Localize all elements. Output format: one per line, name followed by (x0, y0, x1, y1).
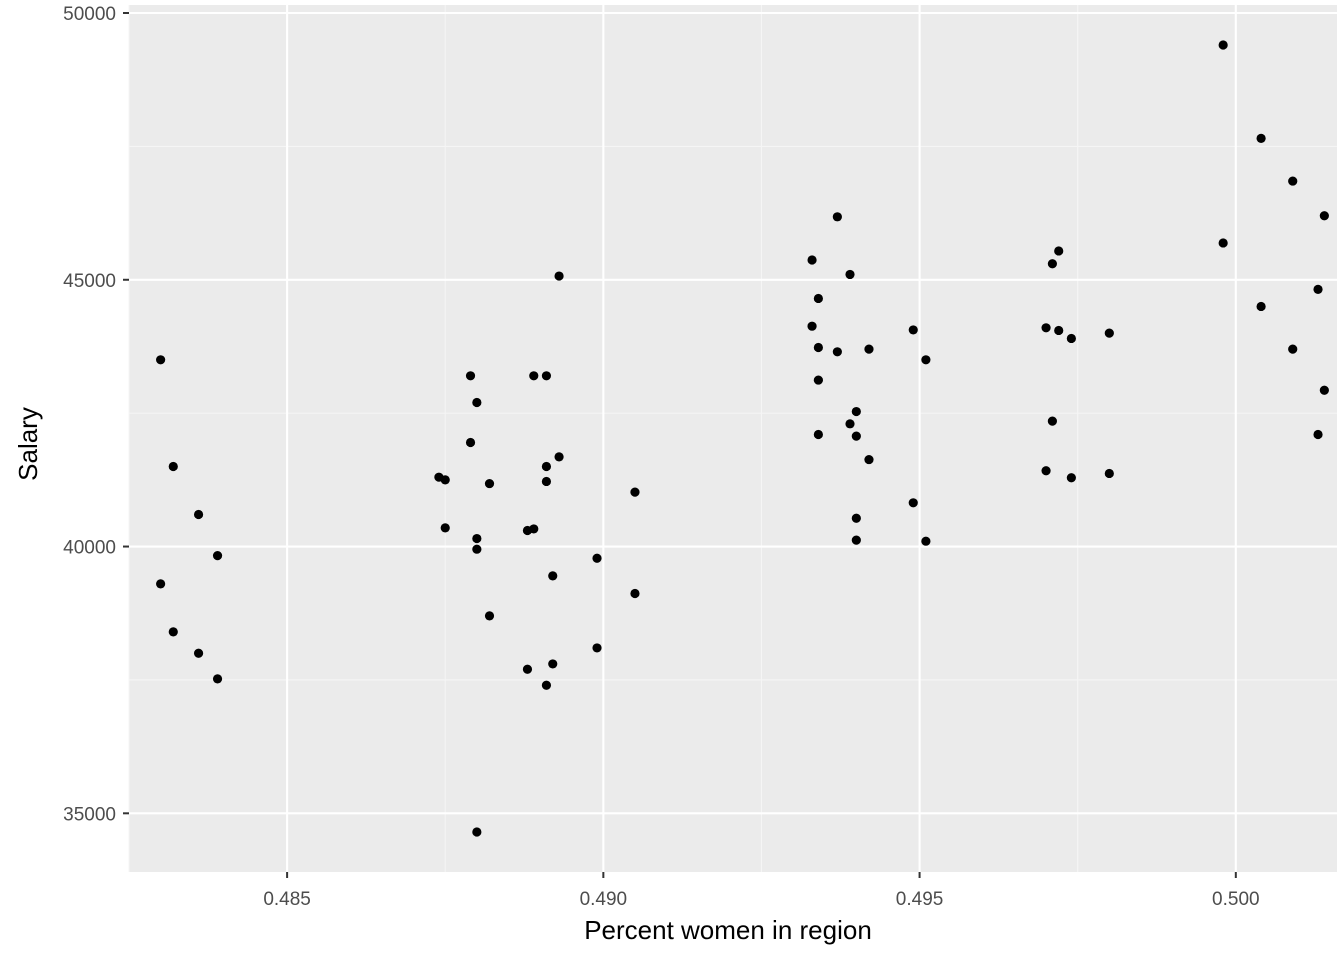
data-point (592, 553, 602, 563)
data-point (921, 355, 931, 365)
data-point (1256, 301, 1266, 312)
data-point (548, 571, 558, 581)
data-point (1104, 468, 1114, 479)
data-point (864, 454, 874, 465)
data-point (1041, 466, 1051, 476)
data-point (1047, 259, 1057, 269)
data-point (630, 588, 640, 599)
x-axis: 0.485 0.490 0.495 0.500 (263, 872, 1260, 910)
data-point (484, 478, 495, 489)
data-point (1313, 429, 1323, 440)
data-point (851, 535, 861, 545)
data-point (168, 461, 178, 472)
data-point (193, 509, 204, 520)
data-point (832, 212, 842, 222)
data-point (845, 269, 855, 280)
data-point (630, 487, 640, 497)
data-point (921, 536, 931, 546)
data-point (1319, 211, 1329, 221)
data-point (813, 375, 823, 385)
data-point (807, 321, 817, 331)
data-point (1066, 473, 1076, 483)
y-tick-label: 40000 (63, 538, 116, 559)
data-point (832, 347, 842, 357)
data-point (1066, 333, 1076, 344)
data-point (1041, 323, 1051, 333)
y-tick-label: 50000 (63, 4, 116, 25)
x-tick-label: 0.500 (1212, 889, 1260, 910)
data-point (472, 397, 482, 408)
data-point (554, 271, 564, 281)
data-point (529, 371, 539, 381)
y-tick-label: 45000 (63, 271, 116, 292)
data-point (529, 524, 539, 534)
data-point (845, 419, 855, 429)
data-point (908, 325, 918, 335)
y-axis-title: Salary (13, 407, 43, 481)
data-point (851, 406, 861, 417)
data-point (212, 551, 223, 561)
plot-panel (129, 5, 1337, 872)
data-point (541, 476, 552, 487)
data-point (1047, 416, 1057, 426)
data-point (440, 523, 450, 533)
data-point (548, 659, 558, 669)
data-point (851, 431, 861, 441)
data-point (1218, 40, 1228, 50)
data-point (541, 461, 552, 472)
data-point (156, 355, 166, 365)
data-point (1054, 325, 1064, 336)
y-tick-label: 35000 (63, 804, 116, 825)
data-point (1288, 344, 1298, 354)
data-point (193, 648, 204, 658)
data-point (472, 533, 482, 544)
data-point (440, 475, 450, 485)
data-point (1218, 238, 1228, 248)
data-point (1313, 284, 1323, 294)
data-point (592, 643, 602, 653)
data-point (813, 429, 823, 440)
x-axis-title: Percent women in region (584, 915, 872, 945)
data-point (156, 579, 166, 589)
data-points (156, 40, 1329, 837)
major-gridlines (129, 5, 1337, 872)
data-point (1319, 385, 1329, 395)
data-point (541, 680, 552, 690)
data-point (541, 371, 552, 381)
x-tick-label: 0.485 (263, 889, 311, 910)
data-point (472, 544, 482, 554)
data-point (1256, 133, 1266, 143)
data-point (465, 437, 476, 448)
minor-gridlines (128, 5, 1337, 872)
data-point (1104, 328, 1114, 338)
data-point (1288, 176, 1298, 186)
data-point (168, 627, 178, 637)
data-point (212, 674, 223, 684)
data-point (522, 664, 533, 674)
data-point (908, 498, 918, 508)
y-axis: 35000 40000 45000 50000 (63, 4, 129, 825)
data-point (1054, 246, 1064, 256)
data-point (864, 344, 874, 354)
data-point (813, 293, 823, 304)
data-point (472, 827, 482, 837)
x-tick-label: 0.490 (580, 889, 628, 910)
x-tick-label: 0.495 (896, 889, 944, 910)
data-point (813, 342, 823, 353)
data-point (851, 513, 861, 523)
data-point (554, 452, 564, 462)
data-point (807, 255, 817, 265)
data-point (484, 611, 495, 621)
data-point (465, 371, 476, 381)
